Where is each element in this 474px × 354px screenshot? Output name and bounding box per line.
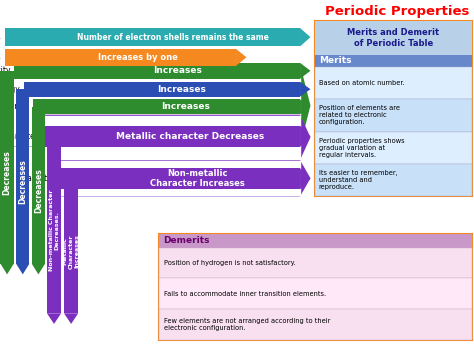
Text: Electronegativity: Electronegativity: [0, 66, 10, 75]
FancyBboxPatch shape: [16, 89, 29, 264]
FancyBboxPatch shape: [5, 49, 236, 66]
Text: Decreases: Decreases: [3, 150, 11, 195]
FancyBboxPatch shape: [64, 179, 78, 313]
Polygon shape: [59, 160, 310, 196]
Polygon shape: [32, 264, 45, 274]
FancyBboxPatch shape: [43, 126, 300, 147]
Polygon shape: [300, 28, 310, 46]
FancyBboxPatch shape: [32, 107, 45, 264]
FancyBboxPatch shape: [315, 21, 472, 55]
FancyBboxPatch shape: [315, 164, 472, 196]
FancyBboxPatch shape: [0, 71, 14, 264]
FancyBboxPatch shape: [315, 21, 472, 196]
FancyBboxPatch shape: [24, 82, 300, 97]
FancyBboxPatch shape: [315, 67, 472, 99]
Text: Fails to accommodate inner transition elements.: Fails to accommodate inner transition el…: [164, 291, 326, 297]
Polygon shape: [300, 126, 310, 147]
FancyBboxPatch shape: [47, 136, 61, 313]
FancyBboxPatch shape: [159, 279, 472, 309]
Text: Demerits: Demerits: [164, 236, 210, 245]
Polygon shape: [14, 64, 310, 147]
Text: Valence electrons: Valence electrons: [0, 53, 1, 62]
FancyBboxPatch shape: [59, 168, 300, 189]
Polygon shape: [43, 116, 300, 159]
Text: Position of elements are
related to electronic
configuration.: Position of elements are related to elec…: [319, 105, 400, 125]
Text: Decreases: Decreases: [34, 168, 43, 213]
Text: Merits and Demerit
of Periodic Table: Merits and Demerit of Periodic Table: [347, 28, 439, 48]
Text: Increases: Increases: [161, 102, 210, 112]
Text: Merits: Merits: [319, 56, 352, 65]
Text: Increases: Increases: [153, 66, 201, 75]
FancyBboxPatch shape: [159, 309, 472, 340]
FancyBboxPatch shape: [14, 63, 300, 79]
Polygon shape: [64, 313, 78, 324]
Polygon shape: [59, 161, 300, 195]
Text: Electron affinity: Electron affinity: [0, 102, 29, 112]
Text: Character: Character: [18, 174, 55, 183]
Text: Non-metallic
Character Increases: Non-metallic Character Increases: [150, 169, 245, 188]
FancyBboxPatch shape: [315, 132, 472, 164]
FancyBboxPatch shape: [5, 28, 300, 46]
Text: Periodic Properties: Periodic Properties: [325, 5, 469, 18]
Text: Based on atomic number.: Based on atomic number.: [319, 80, 404, 86]
FancyBboxPatch shape: [315, 99, 472, 132]
FancyBboxPatch shape: [33, 99, 300, 114]
Text: Decreases: Decreases: [18, 159, 27, 204]
Text: Electron Shells: Electron Shells: [0, 33, 1, 42]
Text: Character: Character: [1, 132, 39, 141]
Text: Metallic
Character
Increases: Metallic Character Increases: [63, 234, 80, 269]
Text: Number of electron shells remains the same: Number of electron shells remains the sa…: [77, 33, 269, 42]
Text: Increases by one: Increases by one: [98, 53, 178, 62]
Polygon shape: [300, 63, 310, 79]
Text: Few elements are not arranged according to their
electronic configuration.: Few elements are not arranged according …: [164, 318, 330, 331]
Text: Its easier to remember,
understand and
reproduce.: Its easier to remember, understand and r…: [319, 170, 397, 190]
Polygon shape: [0, 264, 14, 274]
Polygon shape: [300, 82, 310, 97]
FancyBboxPatch shape: [159, 234, 472, 248]
Polygon shape: [43, 115, 310, 160]
FancyBboxPatch shape: [315, 55, 472, 67]
Text: Periodic properties shows
gradual variation at
regular intervals.: Periodic properties shows gradual variat…: [319, 138, 404, 158]
Text: Non-metallic Character
Decreases.: Non-metallic Character Decreases.: [49, 189, 59, 271]
Polygon shape: [236, 49, 246, 66]
Text: Increases: Increases: [157, 85, 206, 94]
Text: Ionization energy: Ionization energy: [0, 85, 20, 94]
Polygon shape: [300, 168, 310, 189]
Text: Position of hydrogen is not satisfactory.: Position of hydrogen is not satisfactory…: [164, 260, 295, 266]
Polygon shape: [300, 99, 310, 114]
Text: Metallic character Decreases: Metallic character Decreases: [116, 132, 264, 141]
Polygon shape: [47, 313, 61, 324]
FancyBboxPatch shape: [159, 248, 472, 279]
FancyBboxPatch shape: [159, 234, 472, 340]
Polygon shape: [16, 264, 29, 274]
Polygon shape: [14, 65, 300, 145]
